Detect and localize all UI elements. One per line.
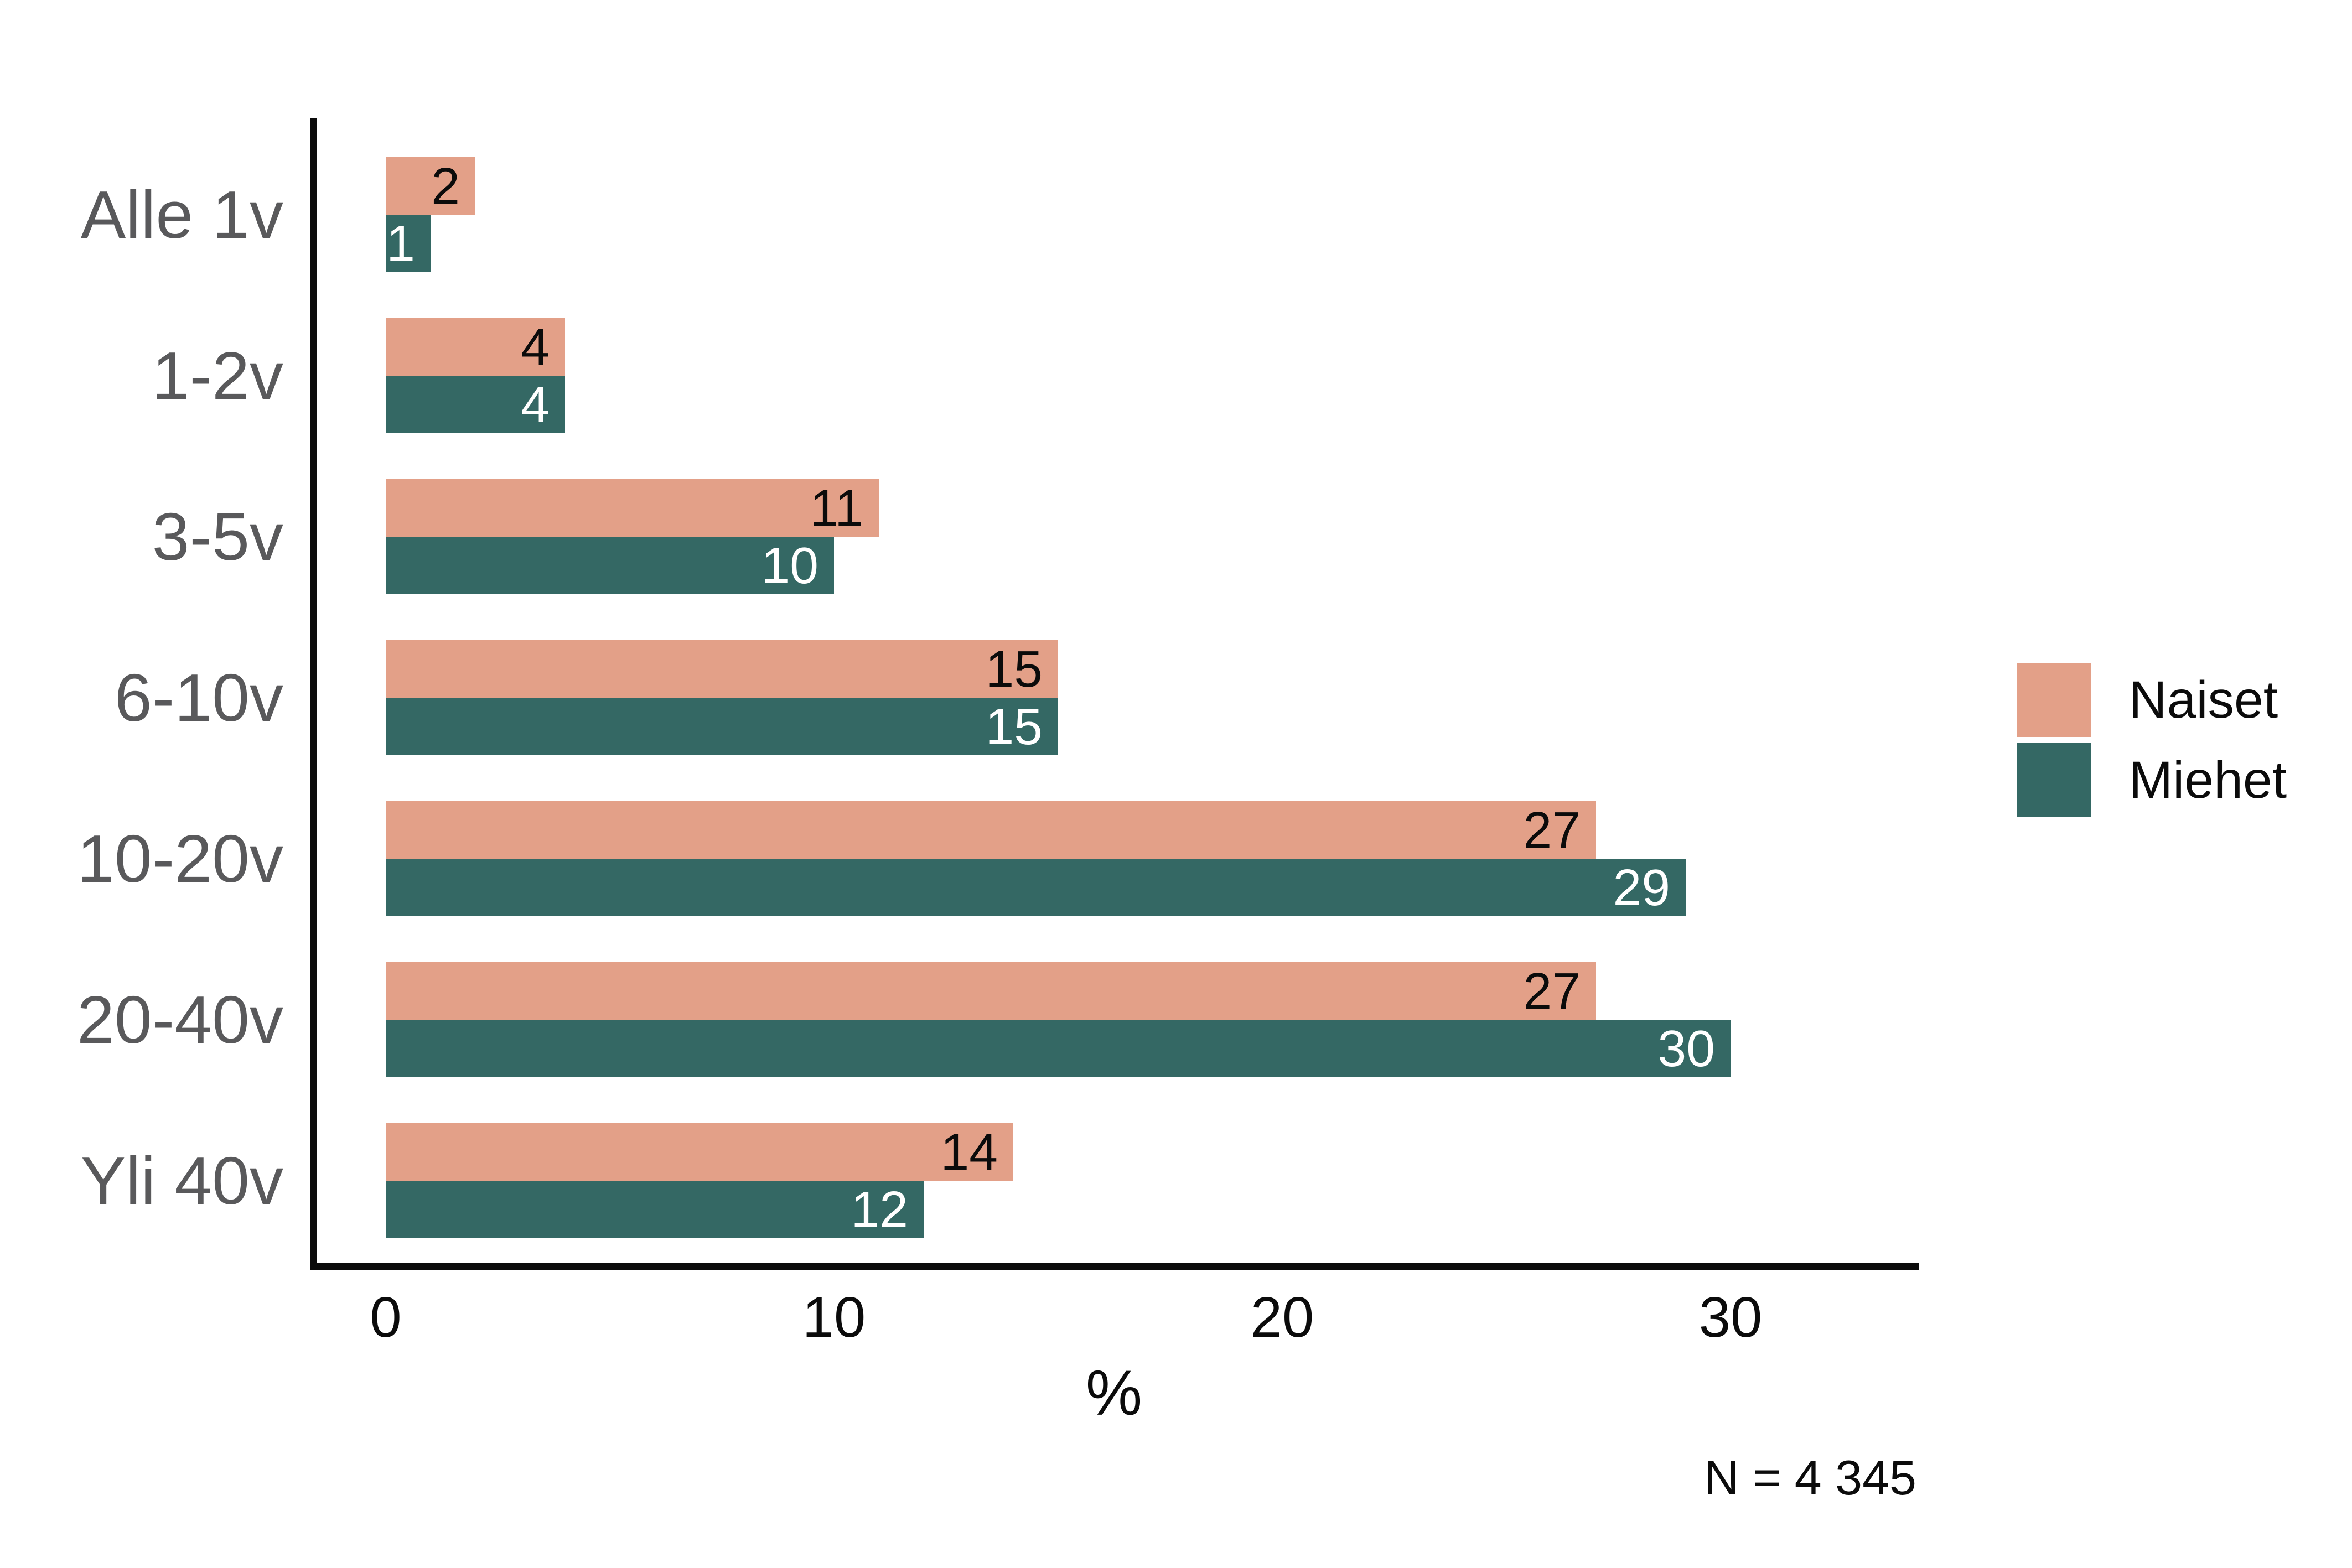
bar-naiset-20-40v: 27 bbox=[386, 962, 1596, 1020]
category-label-yli-40v: Yli 40v bbox=[80, 1143, 283, 1218]
bar-value-label: 11 bbox=[810, 479, 863, 537]
x-tick-label-10: 10 bbox=[802, 1285, 866, 1349]
bar-naiset-1-2v: 4 bbox=[386, 318, 565, 376]
x-axis-line bbox=[310, 1263, 1919, 1270]
bar-miehet-10-20v: 29 bbox=[386, 859, 1686, 916]
legend-item-naiset: Naiset bbox=[2017, 663, 2287, 737]
bar-naiset-10-20v: 27 bbox=[386, 801, 1596, 859]
bar-miehet-1-2v: 4 bbox=[386, 376, 565, 433]
bar-naiset-3-5v: 11 bbox=[386, 479, 879, 537]
y-axis-line bbox=[310, 118, 317, 1270]
sample-size-note: N = 4 345 bbox=[1703, 1450, 1916, 1505]
bar-miehet-3-5v: 10 bbox=[386, 537, 834, 594]
bar-value-label: 1 bbox=[386, 214, 415, 272]
bar-value-label: 2 bbox=[431, 157, 460, 215]
category-label-alle-1v: Alle 1v bbox=[80, 177, 283, 252]
bar-value-label: 27 bbox=[1523, 801, 1581, 859]
bar-naiset-alle-1v: 2 bbox=[386, 157, 475, 215]
category-label-20-40v: 20-40v bbox=[76, 982, 283, 1057]
bar-value-label: 4 bbox=[521, 375, 550, 433]
bar-value-label: 15 bbox=[985, 640, 1043, 698]
bar-value-label: 15 bbox=[985, 697, 1043, 755]
bar-value-label: 30 bbox=[1657, 1019, 1715, 1077]
bar-value-label: 29 bbox=[1613, 858, 1670, 916]
legend-label-miehet: Miehet bbox=[2129, 750, 2287, 809]
bar-naiset-6-10v: 15 bbox=[386, 640, 1058, 698]
legend-swatch-naiset bbox=[2017, 663, 2091, 737]
legend-label-naiset: Naiset bbox=[2129, 670, 2278, 729]
bar-value-label: 4 bbox=[521, 318, 550, 376]
x-tick-label-30: 30 bbox=[1698, 1285, 1763, 1349]
bar-value-label: 14 bbox=[940, 1123, 998, 1181]
bar-miehet-20-40v: 30 bbox=[386, 1020, 1731, 1077]
bar-miehet-yli-40v: 12 bbox=[386, 1181, 924, 1238]
x-tick-label-0: 0 bbox=[370, 1285, 402, 1349]
legend-item-miehet: Miehet bbox=[2017, 743, 2287, 817]
x-tick-label-20: 20 bbox=[1250, 1285, 1314, 1349]
legend-swatch-miehet bbox=[2017, 743, 2091, 817]
bar-miehet-6-10v: 15 bbox=[386, 698, 1058, 755]
bar-value-label: 12 bbox=[851, 1180, 908, 1238]
x-axis-title: % bbox=[1085, 1358, 1143, 1429]
category-label-6-10v: 6-10v bbox=[114, 660, 283, 735]
legend: Naiset Miehet bbox=[2017, 663, 2287, 823]
bar-value-label: 10 bbox=[761, 536, 818, 594]
category-label-3-5v: 3-5v bbox=[152, 499, 283, 574]
bar-value-label: 27 bbox=[1523, 962, 1581, 1020]
bar-naiset-yli-40v: 14 bbox=[386, 1123, 1013, 1181]
category-label-10-20v: 10-20v bbox=[76, 821, 283, 896]
bar-miehet-alle-1v: 1 bbox=[386, 215, 431, 272]
category-label-1-2v: 1-2v bbox=[152, 338, 283, 413]
